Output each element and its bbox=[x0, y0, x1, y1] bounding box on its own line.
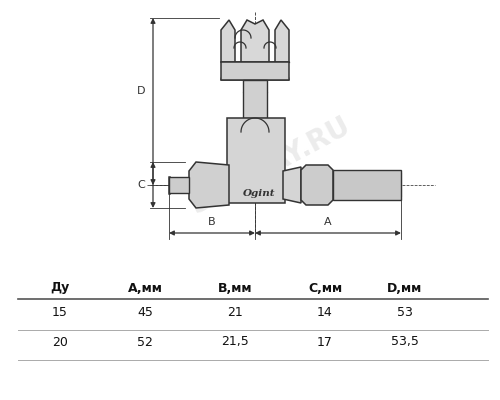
Polygon shape bbox=[221, 62, 289, 80]
Text: SANDAY.RU: SANDAY.RU bbox=[186, 111, 354, 219]
Text: 20: 20 bbox=[52, 336, 68, 348]
Polygon shape bbox=[333, 170, 401, 200]
Text: C,мм: C,мм bbox=[308, 282, 342, 294]
Text: 53: 53 bbox=[397, 306, 413, 318]
Text: 21,5: 21,5 bbox=[221, 336, 249, 348]
Text: 14: 14 bbox=[317, 306, 333, 318]
Text: B,мм: B,мм bbox=[218, 282, 252, 294]
Polygon shape bbox=[221, 20, 235, 62]
Polygon shape bbox=[275, 20, 289, 62]
Polygon shape bbox=[221, 62, 289, 80]
Polygon shape bbox=[227, 118, 285, 203]
Text: 21: 21 bbox=[227, 306, 243, 318]
Text: A: A bbox=[324, 217, 332, 227]
Text: D,мм: D,мм bbox=[388, 282, 422, 294]
Text: D: D bbox=[136, 86, 145, 96]
Text: Ду: Ду bbox=[50, 282, 70, 294]
Text: 15: 15 bbox=[52, 306, 68, 318]
Text: A,мм: A,мм bbox=[128, 282, 162, 294]
Polygon shape bbox=[189, 162, 229, 208]
Polygon shape bbox=[243, 80, 267, 118]
Text: B: B bbox=[208, 217, 216, 227]
Polygon shape bbox=[283, 167, 301, 203]
Text: 17: 17 bbox=[317, 336, 333, 348]
Text: 52: 52 bbox=[137, 336, 153, 348]
Text: Ogint: Ogint bbox=[243, 188, 275, 198]
Polygon shape bbox=[301, 165, 333, 205]
Text: 45: 45 bbox=[137, 306, 153, 318]
Text: 53,5: 53,5 bbox=[391, 336, 419, 348]
Polygon shape bbox=[169, 177, 189, 193]
Polygon shape bbox=[241, 20, 269, 62]
Text: C: C bbox=[137, 180, 145, 190]
